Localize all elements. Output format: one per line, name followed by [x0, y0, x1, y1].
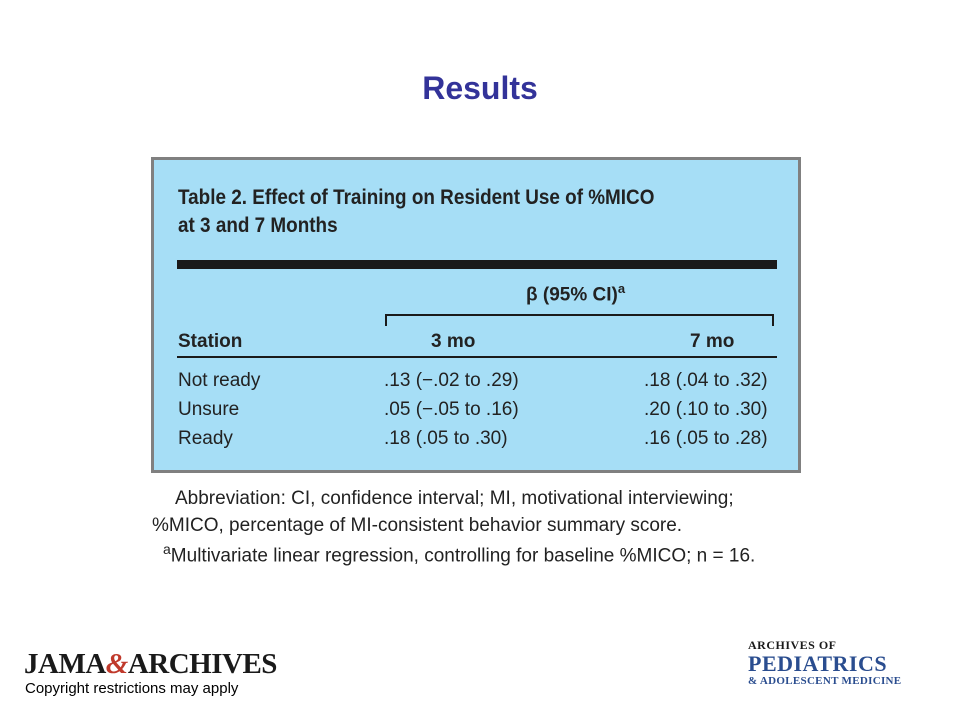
- logo-archives-text: ARCHIVES: [127, 648, 278, 680]
- row-7mo-value: .16 (.05 to .28): [644, 428, 768, 449]
- col-header-3mo: 3 mo: [431, 331, 476, 352]
- table-title-line-2: at 3 and 7 Months: [178, 214, 338, 237]
- logo-jama-text: JAMA: [24, 648, 106, 680]
- table-title-line-1: Table 2. Effect of Training on Resident …: [178, 186, 655, 209]
- footnote-abbreviation-line-1: Abbreviation: CI, confidence interval; M…: [175, 488, 734, 509]
- col-header-7mo: 7 mo: [690, 331, 735, 352]
- beta-ci-label: β (95% CI): [526, 284, 618, 306]
- row-3mo-value: .13 (−.02 to .29): [384, 370, 519, 391]
- footnote-a-ref: a: [617, 281, 626, 296]
- table-header-rule: [177, 356, 777, 358]
- row-7mo-value: .20 (.10 to .30): [644, 399, 768, 420]
- logo-archives-of: ARCHIVES OF: [748, 638, 837, 652]
- logo-ampersand: &: [105, 648, 129, 680]
- footnote-a: aMultivariate linear regression, control…: [163, 541, 755, 567]
- table-top-rule: [177, 260, 777, 269]
- row-station: Not ready: [178, 370, 261, 391]
- table-title: Table 2. Effect of Training on Resident …: [178, 184, 700, 240]
- footnote-abbreviation-line-2: %MICO, percentage of MI-consistent behav…: [152, 515, 683, 536]
- slide-title: Results: [422, 70, 538, 106]
- beta-ci-group-header: β (95% CI)a: [526, 281, 625, 306]
- archives-pediatrics-logo: ARCHIVES OF PEDIATRICS & ADOLESCENT MEDI…: [748, 638, 948, 687]
- row-station: Ready: [178, 428, 233, 449]
- row-3mo-value: .18 (.05 to .30): [384, 428, 508, 449]
- row-7mo-value: .18 (.04 to .32): [644, 370, 768, 391]
- logo-adolescent-medicine: & ADOLESCENT MEDICINE: [748, 675, 902, 687]
- row-3mo-value: .05 (−.05 to .16): [384, 399, 519, 420]
- jama-archives-logo: JAMA&ARCHIVES: [24, 648, 277, 681]
- footnote-a-marker: a: [163, 541, 171, 557]
- col-header-station: Station: [178, 331, 243, 352]
- copyright-notice: Copyright restrictions may apply: [25, 680, 239, 697]
- row-station: Unsure: [178, 399, 240, 420]
- column-group-bracket: [385, 314, 774, 326]
- logo-pediatrics: PEDIATRICS: [748, 651, 888, 676]
- footnote-a-text: Multivariate linear regression, controll…: [170, 545, 756, 567]
